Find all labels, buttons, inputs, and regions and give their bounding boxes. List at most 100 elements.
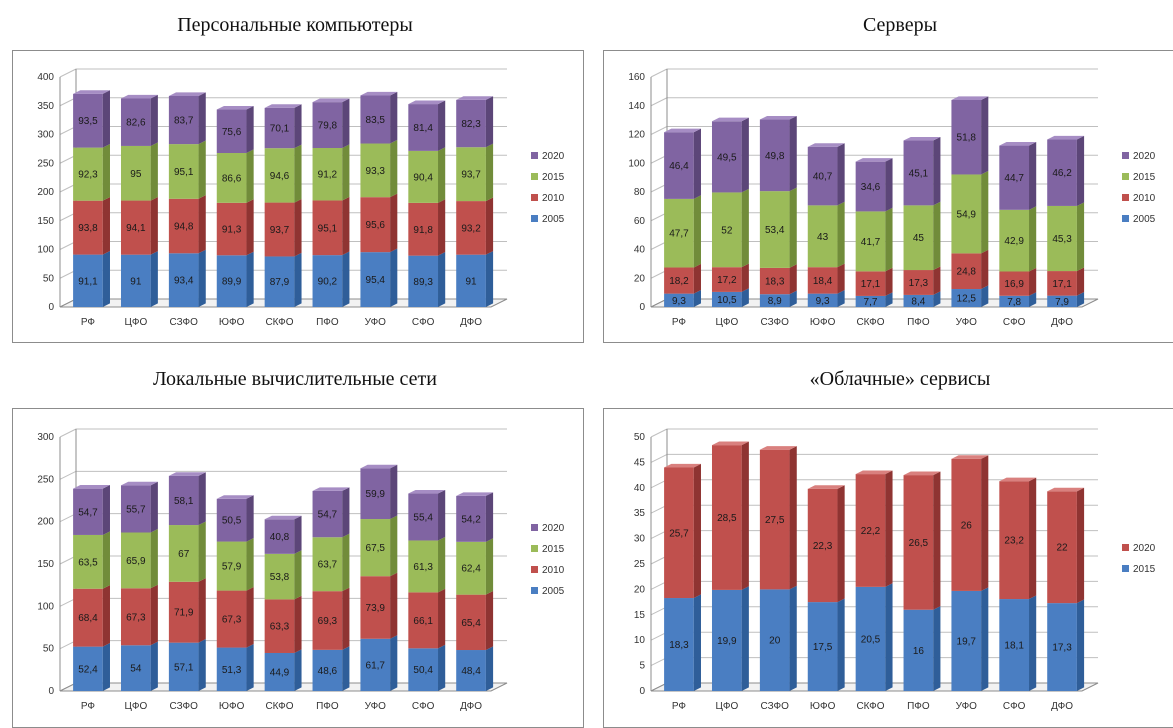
data-label: 22,3 [813,541,833,552]
data-label: 69,3 [318,616,338,627]
y-tick-label: 300 [37,432,54,443]
bar-top [711,441,749,446]
data-label: 9,3 [816,296,830,307]
data-label: 51,3 [222,665,242,676]
y-tick-label: 200 [37,187,54,198]
data-label: 8,9 [768,296,782,307]
bar-2015 [903,205,934,271]
bar-side [342,646,350,691]
data-label: 91,3 [222,225,242,236]
bar-side [390,91,398,144]
bar-side [933,266,941,295]
bar-2020 [264,107,295,149]
bar-top [120,481,158,486]
bar-side [885,583,893,691]
bar-side [342,487,350,538]
y-tick-label: 100 [628,158,645,169]
bar-side [438,536,446,593]
bar-side [294,198,302,257]
data-label: 75,6 [222,127,242,138]
bar-side [485,646,494,691]
bar-side [438,252,446,307]
bar-top [73,485,110,489]
data-label: 47,7 [669,229,689,240]
data-label: 52,4 [78,664,98,675]
legend-swatch-2010 [531,566,538,573]
bar-side [438,147,446,203]
bar-2005 [312,255,343,307]
bar-2010 [408,592,439,649]
x-tick-label: СКФО [856,317,884,328]
bar-top [1047,135,1085,140]
bar-2020 [711,121,742,193]
bar-side [150,251,158,307]
bar-side [789,446,797,590]
data-label: 53,8 [270,572,290,583]
x-tick-label: СЗФО [170,317,199,328]
bar-side [342,98,350,149]
data-label: 87,9 [270,277,290,288]
data-label: 17,5 [813,642,833,653]
data-label: 55,7 [126,504,146,515]
y-tick-label: 0 [48,302,54,313]
bar-2015 [120,532,151,589]
legend-swatch-2005 [531,587,538,594]
bar-2005 [711,291,742,307]
data-label: 53,4 [765,225,785,236]
y-tick-label: 40 [634,483,646,494]
x-tick-label: СЗФО [170,701,199,712]
bar-side [246,537,254,591]
bar-2020 [360,468,391,520]
bar-side [438,199,446,256]
data-label: 41,7 [861,237,881,248]
data-label: 91 [130,276,142,287]
data-label: 57,9 [222,562,242,573]
y-tick-label: 400 [37,72,54,83]
data-label: 49,8 [765,151,785,162]
y-tick-label: 80 [634,187,646,198]
bar-top [168,92,206,96]
bar-2020 [216,498,247,542]
data-label: 46,2 [1052,168,1072,179]
y-tick-label: 250 [37,158,54,169]
bar-side [789,115,797,192]
bar-side [102,485,110,535]
bar-top [408,489,446,494]
bar-2015 [664,598,694,691]
bar-2005 [408,648,439,691]
legend-swatch-2005 [531,215,538,222]
bar-2020 [807,146,838,206]
bar-2020 [664,132,694,199]
bar-side [837,201,845,268]
bar-2010 [1047,271,1077,296]
bar-side [981,170,989,254]
data-label: 16 [913,646,925,657]
bar-top [312,98,350,103]
bar-2015 [216,153,247,203]
x-tick-label: ДФО [1051,701,1073,712]
y-tick-label: 45 [634,457,646,468]
data-label: 50,4 [413,665,433,676]
bar-side [438,100,446,151]
chart-svg: 0 50 100 150 200 250 300 350 400 91,1 93,8 92,3 93,5… [37,68,565,328]
data-label: 40,7 [813,172,833,183]
bar-2015 [951,174,982,254]
data-label: 19,9 [717,636,737,647]
data-label: 91 [465,276,477,287]
bar-2015 [360,519,391,577]
x-tick-label: СЗФО [761,701,790,712]
bar-side [198,578,206,643]
bar-side [246,199,254,256]
bar-side [485,197,494,255]
x-tick-label: УФО [365,317,387,328]
bar-side [789,187,797,268]
y-tick-label: 160 [628,72,645,83]
bar-side [981,249,989,290]
bar-2020 [711,445,742,590]
bar-side [1029,206,1037,272]
bar-top [120,94,158,99]
bar-side [102,90,110,148]
bar-side [342,251,350,307]
data-label: 18,3 [765,277,785,288]
y-tick-label: 15 [634,610,646,621]
